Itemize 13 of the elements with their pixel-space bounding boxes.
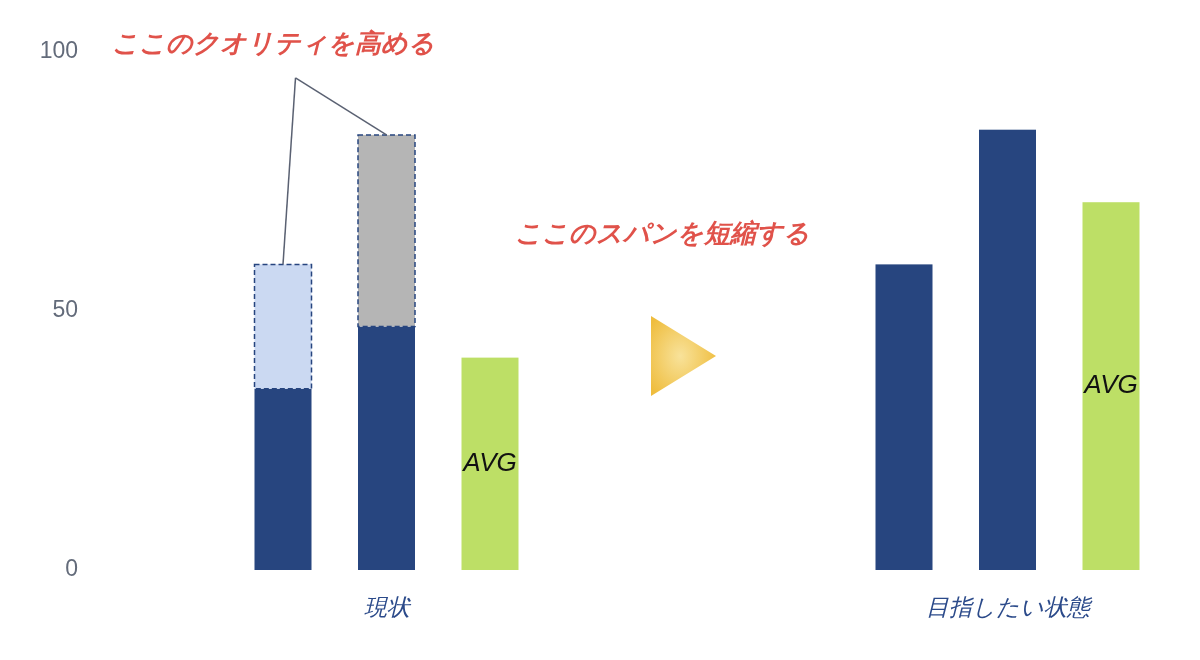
bar [875,264,933,570]
data-label: AVG [1082,368,1138,399]
bar [461,357,519,570]
bar [1082,202,1140,570]
data-label: AVG [461,446,517,477]
annotation: ここのクオリティを高める [112,27,435,58]
bar [979,129,1036,570]
x-tick-label: 現状 [363,594,412,620]
y-tick-label: 0 [65,555,78,582]
y-tick-label: 100 [39,37,78,64]
annotation: ここのスパンを短縮する [515,218,810,248]
y-tick-label: 50 [52,296,78,323]
x-tick-label: 目指したい状態 [925,594,1093,620]
